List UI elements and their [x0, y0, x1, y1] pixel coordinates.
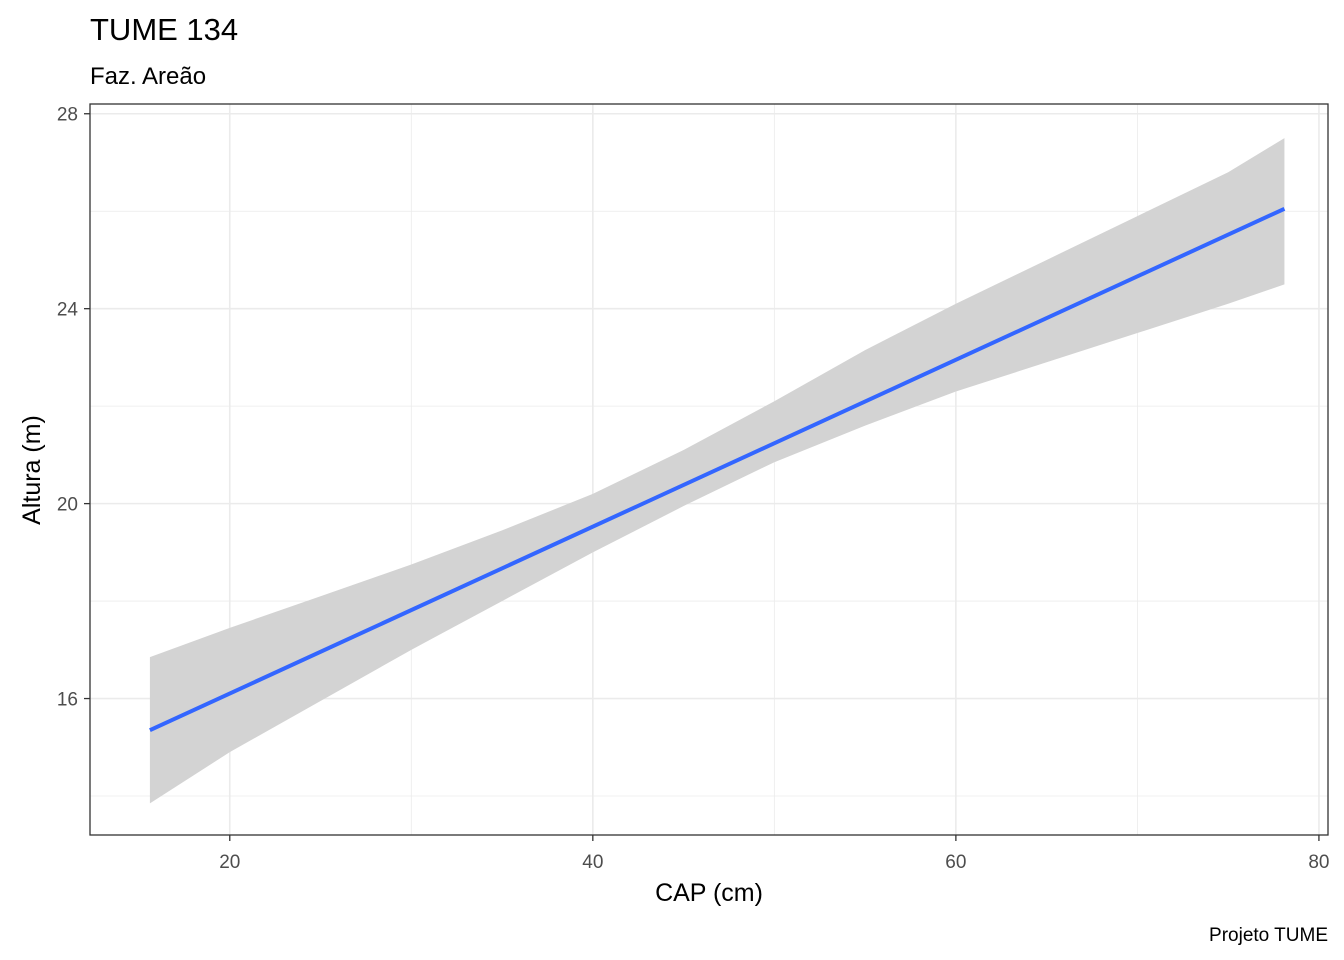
y-axis-title: Altura (m) — [18, 415, 46, 525]
x-tick-label: 20 — [219, 852, 240, 873]
y-tick-label: 24 — [57, 300, 79, 321]
x-tick-label: 60 — [945, 852, 966, 873]
fit-line-layer — [149, 206, 1286, 733]
x-tick-label: 80 — [1308, 852, 1329, 873]
y-tick-label: 28 — [57, 105, 78, 126]
chart-subtitle: Faz. Areão — [90, 63, 206, 90]
chart-title: TUME 134 — [90, 12, 238, 47]
fit-line — [149, 206, 1286, 733]
panel-border — [89, 103, 1329, 836]
x-axis-title: CAP (cm) — [655, 879, 763, 907]
y-tick-label: 20 — [57, 495, 78, 516]
y-tick-label: 16 — [57, 690, 78, 711]
x-axis: 20 40 60 80 — [219, 835, 1329, 873]
y-axis: 16 20 24 28 — [57, 105, 90, 711]
x-tick-label: 40 — [582, 852, 603, 873]
chart-caption: Projeto TUME — [1209, 925, 1328, 946]
